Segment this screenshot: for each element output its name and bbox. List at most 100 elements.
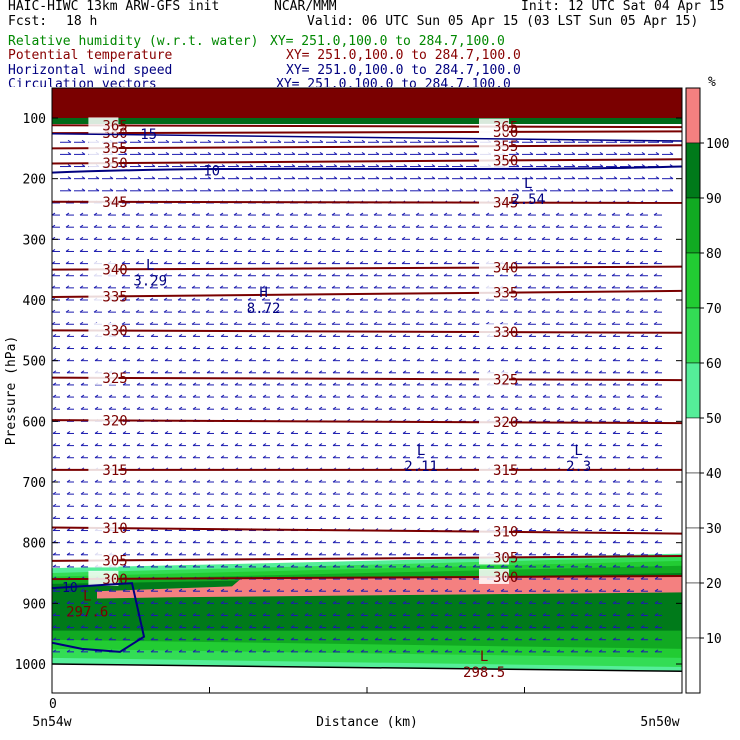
circulation-vector-head	[94, 503, 99, 507]
circulation-vector-head	[136, 382, 141, 386]
circulation-vector-head	[80, 503, 85, 507]
theta-label-340: 340	[102, 262, 127, 278]
circulation-vector-head	[430, 333, 435, 337]
circulation-vector-head	[304, 625, 309, 629]
circulation-vector-head	[431, 164, 436, 167]
circulation-vector-head	[570, 552, 575, 556]
circulation-vector-head	[164, 503, 169, 507]
circulation-vector-head	[235, 139, 240, 143]
circulation-vector-head	[276, 600, 281, 604]
circulation-vector-head	[654, 637, 659, 641]
circulation-vector-head	[626, 637, 631, 641]
circulation-vector-head	[277, 151, 282, 155]
circulation-vector-head	[584, 406, 589, 410]
circulation-vector-head	[458, 455, 463, 459]
circulation-vector-head	[192, 406, 197, 410]
circulation-vector-head	[430, 491, 435, 495]
circulation-vector-head	[402, 637, 407, 641]
circulation-vector-head	[219, 309, 224, 313]
theta-label-bg	[479, 324, 509, 340]
circulation-vector-head	[275, 236, 280, 240]
circulation-vector-head	[556, 333, 561, 337]
circulation-vector-head	[52, 503, 57, 507]
circulation-vector-head	[247, 285, 252, 289]
circulation-vector-head	[65, 285, 70, 289]
circulation-vector-head	[556, 540, 561, 544]
circulation-vector-head	[206, 443, 211, 447]
circulation-vector-head	[625, 212, 630, 216]
circulation-vector-head	[220, 564, 225, 568]
circulation-vector-head	[585, 188, 590, 192]
circulation-vector-head	[305, 164, 310, 167]
circulation-vector-head	[150, 394, 155, 398]
circulation-vector-head	[556, 564, 561, 568]
circulation-vector-head	[107, 285, 112, 289]
circulation-vector-head	[289, 224, 294, 228]
circulation-vector-head	[528, 600, 533, 604]
circulation-vector-head	[304, 540, 309, 544]
circulation-vector-head	[500, 515, 505, 519]
circulation-vector-head	[542, 528, 547, 531]
circulation-vector-head	[612, 346, 617, 349]
circulation-vector-head	[248, 564, 253, 568]
field-xy-rh: XY= 251.0,100.0 to 284.7,100.0	[270, 34, 505, 49]
circulation-vector-head	[346, 649, 351, 653]
circulation-vector-head	[347, 176, 352, 180]
circulation-vector-head	[514, 649, 519, 653]
circulation-vector-head	[206, 503, 211, 507]
circulation-vector-head	[402, 382, 407, 386]
circulation-vector-head	[584, 455, 589, 459]
circulation-vector-head	[457, 273, 462, 277]
circulation-vector-head	[543, 164, 548, 167]
circulation-vector-head	[290, 564, 295, 568]
circulation-vector-head	[373, 261, 378, 265]
circulation-vector-head	[122, 346, 127, 349]
circulation-vector-head	[360, 637, 365, 641]
circulation-vector-head	[359, 309, 364, 313]
circulation-vector-head	[261, 212, 266, 216]
circulation-vector-head	[318, 649, 323, 653]
circulation-vector-head	[556, 613, 561, 616]
circulation-vector-head	[248, 540, 253, 544]
circulation-vector-head	[598, 406, 603, 410]
circulation-vector-head	[514, 540, 519, 544]
circulation-vector-head	[317, 297, 322, 301]
circulation-vector-head	[569, 273, 574, 277]
circulation-vector-head	[387, 321, 392, 325]
circulation-vector-head	[570, 394, 575, 398]
circulation-vector-head	[542, 588, 547, 592]
circulation-vector-head	[303, 261, 308, 265]
circulation-vector-head	[290, 515, 295, 519]
circulation-vector-head	[444, 431, 449, 434]
circulation-vector-head	[555, 273, 560, 277]
circulation-vector-head	[332, 588, 337, 592]
circulation-vector-head	[471, 273, 476, 277]
circulation-vector-head	[640, 515, 645, 519]
circulation-vector-head	[626, 625, 631, 629]
circulation-vector-head	[528, 625, 533, 629]
y-tick-label: 200	[23, 173, 46, 188]
circulation-vector-head	[122, 649, 127, 653]
circulation-vector-head	[598, 515, 603, 519]
circulation-vector-head	[234, 600, 239, 604]
circulation-vector-head	[402, 564, 407, 568]
circulation-vector-head	[485, 249, 490, 252]
circulation-vector-head	[597, 273, 602, 277]
circulation-vector-head	[514, 333, 519, 337]
circulation-vector-head	[416, 479, 421, 483]
circulation-vector-head	[290, 552, 295, 556]
circulation-vector-head	[333, 176, 338, 180]
circulation-vector-head	[80, 649, 85, 653]
circulation-vector-head	[598, 637, 603, 641]
circulation-vector-head	[500, 394, 505, 398]
circulation-vector-head	[346, 346, 351, 349]
circulation-vector-head	[318, 479, 323, 483]
circulation-vector-head	[373, 273, 378, 277]
circulation-vector-head	[276, 540, 281, 544]
circulation-vector-head	[263, 176, 268, 180]
circulation-vector-head	[500, 431, 505, 434]
circulation-vector-head	[416, 503, 421, 507]
circulation-vector-head	[52, 406, 57, 410]
circulation-vector-head	[221, 164, 226, 167]
